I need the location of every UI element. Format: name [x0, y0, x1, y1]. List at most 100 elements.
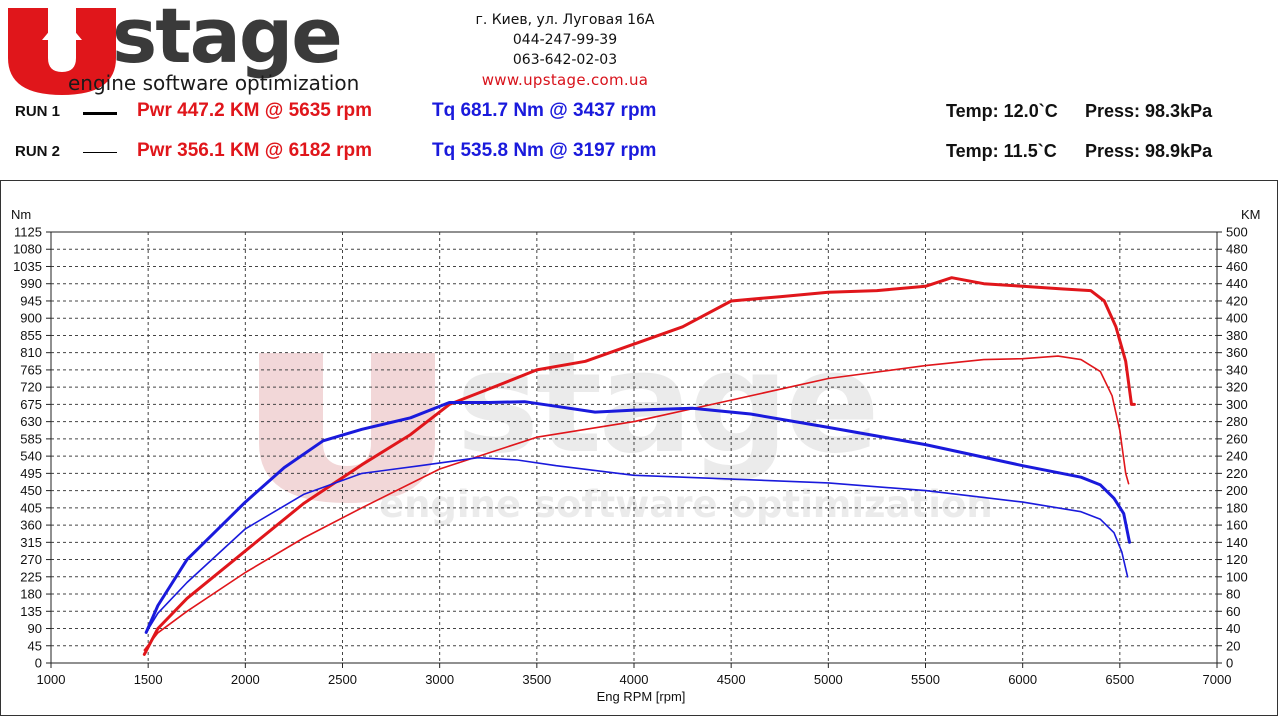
run-2-power: Pwr 356.1 KM @ 6182 rpm: [137, 140, 373, 161]
plot-area-border: [50, 231, 1218, 664]
y-right-tick-label: 200: [1226, 483, 1248, 498]
y-left-tick-label: 540: [20, 449, 42, 464]
y-left-tick-label: 360: [20, 518, 42, 533]
x-tick-label: 2500: [328, 672, 357, 687]
x-tick-label: 2000: [231, 672, 260, 687]
y-right-tick-label: 440: [1226, 276, 1248, 291]
y-right-tick-label: 360: [1226, 345, 1248, 360]
logo-wordmark: stage: [112, 0, 341, 80]
run-1-line-sample: [83, 112, 117, 115]
dyno-chart: stage engine software optimization 100 0 1…: [11, 207, 1261, 704]
y-left-tick-label: 90: [28, 621, 42, 636]
website-link[interactable]: www.upstage.com.ua: [481, 71, 649, 89]
y-right-tick-label: 380: [1226, 328, 1248, 343]
x-axis-label: Eng RPM [rpm]: [597, 689, 686, 704]
power-curve-run-2: [143, 355, 1130, 651]
y-right-tick-label: 420: [1226, 293, 1248, 308]
x-tick-label: 4000: [620, 672, 649, 687]
y-left-tick-label: 0: [35, 656, 42, 671]
run-1-summary: RUN 1 Pwr 447.2 KM @ 5635 rpm Tq 681.7 N…: [0, 98, 1280, 126]
logo-tagline: engine software optimization: [68, 71, 359, 95]
y-left-tick-label: 945: [20, 293, 42, 308]
x-tick-label: 3500: [522, 672, 551, 687]
y-left-tick-label: 765: [20, 362, 42, 377]
watermark: stage engine software optimization: [259, 322, 993, 526]
y-right-tick-label: 140: [1226, 535, 1248, 550]
run-1-label: RUN 1: [15, 103, 61, 120]
y-right-tick-label: 260: [1226, 431, 1248, 446]
chart-grid: [51, 232, 1217, 663]
run-2-summary: RUN 2 Pwr 356.1 KM @ 6182 rpm Tq 535.8 N…: [0, 138, 1280, 166]
y-right-tick-label: 400: [1226, 311, 1248, 326]
run-2-label: RUN 2: [15, 143, 61, 160]
torque-curve-run-1: [144, 400, 1131, 634]
contact-block: г. Киев, ул. Луговая 16А 044-247-99-39 0…: [440, 10, 690, 90]
run-2-line-sample: [83, 152, 117, 153]
x-tick-label: 3000: [425, 672, 454, 687]
torque-curve-run-2: [145, 456, 1129, 634]
y-left-tick-label: 495: [20, 466, 42, 481]
y-left-tick-label: 225: [20, 569, 42, 584]
x-tick-label: 1500: [134, 672, 163, 687]
run-1-temp: Temp: 12.0`C: [946, 101, 1058, 121]
x-tick-label: 6000: [1008, 672, 1037, 687]
y-left-tick-label: 810: [20, 345, 42, 360]
y-left-tick-label: 585: [20, 431, 42, 446]
logo-arrow: [42, 16, 82, 62]
y-right-tick-label: 460: [1226, 259, 1248, 274]
y-left-tick-label: 900: [20, 311, 42, 326]
y-right-tick-label: 240: [1226, 449, 1248, 464]
y-right-tick-label: 280: [1226, 414, 1248, 429]
y-right-tick-label: 180: [1226, 500, 1248, 515]
y-right-tick-label: 20: [1226, 638, 1240, 653]
run-2-press: Press: 98.9kPa: [1085, 141, 1213, 161]
run-2-torque: Tq 535.8 Nm @ 3197 rpm: [432, 140, 657, 161]
y-left-tick-label: 855: [20, 328, 42, 343]
y-left-tick-label: 450: [20, 483, 42, 498]
y-left-tick-label: 270: [20, 552, 42, 567]
x-tick-label: 5000: [814, 672, 843, 687]
y-right-tick-label: 340: [1226, 362, 1248, 377]
y-right-tick-label: 160: [1226, 518, 1248, 533]
y-axis-label-left: Nm: [11, 207, 31, 222]
y-left-tick-label: 315: [20, 535, 42, 550]
run-1-power: Pwr 447.2 KM @ 5635 rpm: [137, 100, 373, 121]
run-1-torque: Tq 681.7 Nm @ 3437 rpm: [432, 100, 657, 121]
run-2-temp: Temp: 11.5`C: [946, 141, 1057, 161]
y-right-tick-label: 100: [1226, 569, 1248, 584]
x-tick-label: 6500: [1105, 672, 1134, 687]
y-right-tick-label: 40: [1226, 621, 1240, 636]
y-right-tick-label: 320: [1226, 380, 1248, 395]
y-right-tick-label: 500: [1226, 225, 1248, 240]
address-text: г. Киев, ул. Луговая 16А: [475, 12, 655, 28]
y-left-tick-label: 1035: [13, 259, 42, 274]
x-tick-label: 7000: [1203, 672, 1232, 687]
y-left-tick-label: 990: [20, 276, 42, 291]
y-left-tick-label: 630: [20, 414, 42, 429]
y-right-tick-label: 60: [1226, 604, 1240, 619]
y-right-tick-label: 300: [1226, 397, 1248, 412]
phone-1: 044-247-99-39: [512, 32, 618, 48]
chart-axes: 1000 1500 2000 2500 3000 3500 4000 4500 5000 5500…: [13, 225, 1248, 688]
logo-u-letter: [8, 8, 116, 95]
run-1-press: Press: 98.3kPa: [1085, 101, 1213, 121]
y-left-tick-label: 1080: [13, 242, 42, 257]
watermark-tagline: engine software optimization: [379, 483, 993, 526]
y-left-tick-label: 180: [20, 587, 42, 602]
y-right-tick-label: 120: [1226, 552, 1248, 567]
upstage-logo: stage engine software optimization: [8, 0, 359, 95]
y-left-tick-label: 1125: [14, 225, 42, 240]
chart-series: [142, 276, 1136, 656]
watermark-u: [259, 353, 435, 503]
x-tick-label: 5500: [911, 672, 940, 687]
y-left-tick-label: 45: [28, 638, 42, 653]
dyno-chart-frame: stage engine software optimization 100 0 1…: [0, 180, 1278, 716]
y-axis-label-right: KM: [1241, 207, 1261, 222]
y-left-tick-label: 675: [20, 397, 42, 412]
x-tick-label: 4500: [717, 672, 746, 687]
y-right-tick-label: 220: [1226, 466, 1248, 481]
y-left-tick-label: 720: [20, 380, 42, 395]
y-right-tick-label: 480: [1226, 242, 1248, 257]
phone-2: 063-642-02-03: [512, 52, 618, 68]
y-left-tick-label: 405: [20, 500, 42, 515]
